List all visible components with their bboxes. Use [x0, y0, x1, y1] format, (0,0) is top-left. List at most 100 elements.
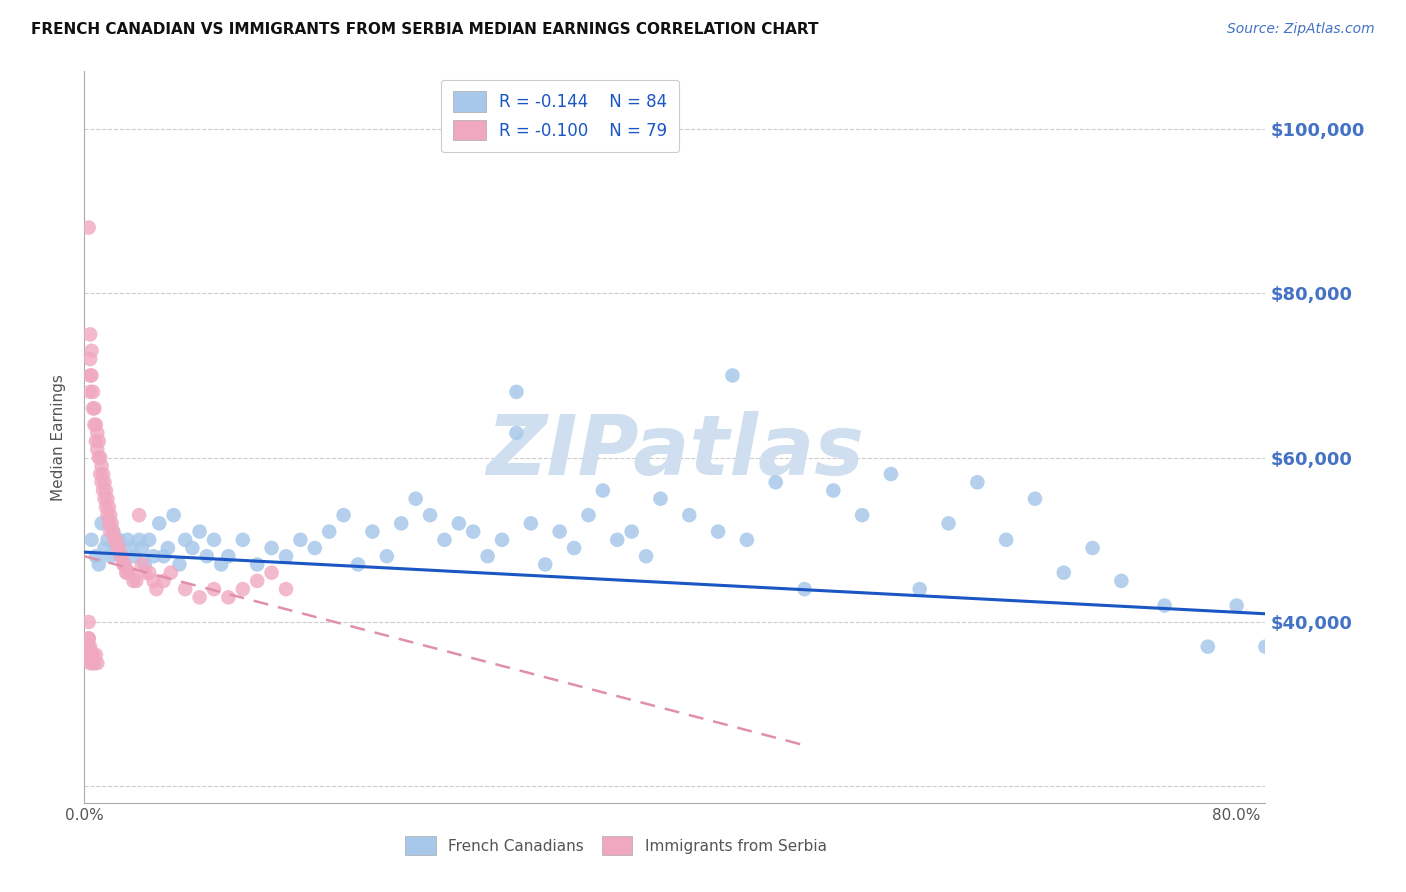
Point — [163, 508, 186, 523]
Point — [148, 516, 170, 531]
Point — [117, 533, 139, 547]
Point — [361, 524, 384, 539]
Point — [86, 656, 108, 670]
Point — [90, 458, 112, 473]
Point — [152, 574, 174, 588]
Point — [1153, 599, 1175, 613]
Point — [131, 541, 153, 555]
Point — [79, 368, 101, 383]
Point — [108, 533, 131, 547]
Point — [534, 558, 557, 572]
Point — [77, 615, 100, 629]
Point — [79, 640, 101, 654]
Point — [1226, 599, 1249, 613]
Point — [389, 516, 412, 531]
Point — [84, 417, 107, 432]
Point — [145, 582, 167, 596]
Point — [721, 368, 744, 383]
Point — [209, 558, 232, 572]
Point — [1024, 491, 1046, 506]
Point — [87, 450, 110, 465]
Legend: French Canadians, Immigrants from Serbia: French Canadians, Immigrants from Serbia — [399, 830, 832, 861]
Point — [274, 549, 297, 564]
Point — [91, 483, 114, 498]
Point — [115, 566, 138, 580]
Point — [520, 516, 543, 531]
Point — [620, 524, 643, 539]
Point — [202, 582, 225, 596]
Point — [80, 656, 103, 670]
Point — [142, 549, 165, 564]
Point — [89, 450, 111, 465]
Point — [84, 549, 107, 564]
Point — [117, 566, 139, 580]
Point — [79, 648, 101, 662]
Point — [375, 549, 398, 564]
Point — [80, 343, 103, 358]
Point — [318, 524, 340, 539]
Point — [156, 541, 179, 555]
Point — [79, 351, 101, 366]
Point — [260, 566, 283, 580]
Text: Source: ZipAtlas.com: Source: ZipAtlas.com — [1227, 22, 1375, 37]
Point — [90, 475, 112, 490]
Point — [505, 384, 527, 399]
Point — [80, 533, 103, 547]
Point — [995, 533, 1018, 547]
Point — [93, 491, 115, 506]
Point — [290, 533, 312, 547]
Point — [80, 368, 103, 383]
Point — [98, 549, 121, 564]
Point — [101, 524, 124, 539]
Point — [217, 591, 239, 605]
Point — [79, 648, 101, 662]
Point — [908, 582, 931, 596]
Point — [1197, 640, 1219, 654]
Point — [678, 508, 700, 523]
Point — [347, 558, 370, 572]
Point — [82, 401, 104, 416]
Point — [880, 467, 903, 481]
Point — [419, 508, 441, 523]
Point — [1053, 566, 1076, 580]
Point — [433, 533, 456, 547]
Point — [765, 475, 787, 490]
Point — [491, 533, 513, 547]
Point — [793, 582, 815, 596]
Point — [159, 566, 181, 580]
Point — [636, 549, 658, 564]
Point — [232, 582, 254, 596]
Point — [246, 574, 269, 588]
Point — [246, 558, 269, 572]
Point — [105, 533, 128, 547]
Point — [100, 516, 122, 531]
Point — [114, 558, 136, 572]
Point — [405, 491, 427, 506]
Point — [578, 508, 600, 523]
Point — [98, 508, 121, 523]
Point — [83, 656, 105, 670]
Point — [79, 656, 101, 670]
Point — [188, 524, 211, 539]
Point — [128, 508, 150, 523]
Point — [96, 491, 118, 506]
Point — [96, 508, 118, 523]
Point — [966, 475, 988, 490]
Point — [707, 524, 730, 539]
Point — [134, 566, 156, 580]
Point — [260, 541, 283, 555]
Point — [650, 491, 672, 506]
Point — [125, 574, 148, 588]
Point — [80, 648, 103, 662]
Point — [447, 516, 470, 531]
Point — [938, 516, 960, 531]
Point — [94, 500, 117, 514]
Point — [120, 541, 142, 555]
Point — [79, 327, 101, 342]
Point — [128, 533, 150, 547]
Point — [89, 467, 111, 481]
Point — [77, 632, 100, 646]
Point — [114, 558, 136, 572]
Point — [90, 516, 112, 531]
Point — [851, 508, 873, 523]
